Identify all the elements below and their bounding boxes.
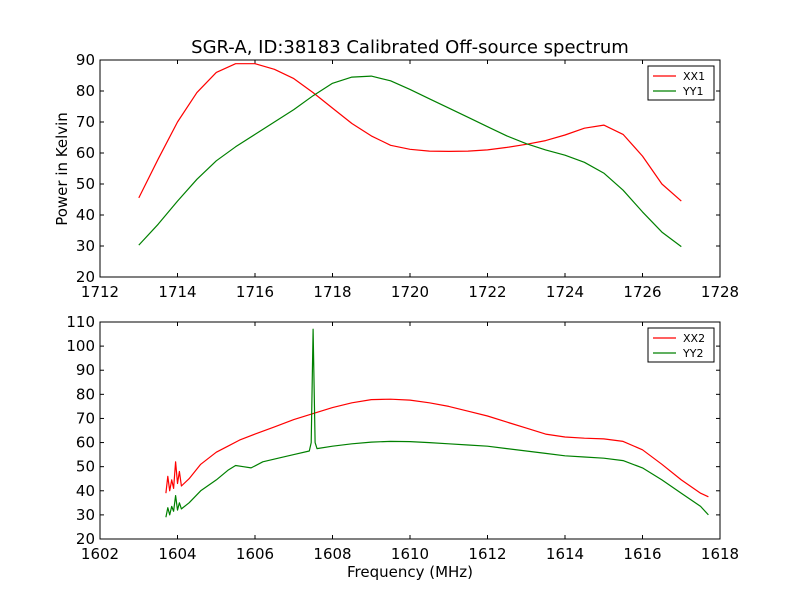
y-axis-label: Power in Kelvin	[53, 112, 71, 226]
bottom-subplot: 1602 1604 1606 1608 1610 1612 1614 1616 1618 20 30…	[66, 313, 739, 563]
y-tick-label: 90	[76, 51, 95, 69]
y-tick-label: 40	[76, 482, 95, 500]
x-tick-label: 1726	[623, 283, 661, 301]
y-tick-label: 60	[76, 144, 95, 162]
legend-label: XX2	[683, 332, 705, 345]
y-tick-label: 90	[76, 361, 95, 379]
series-line-xx1	[138, 63, 682, 202]
series-line-xx2	[165, 398, 709, 498]
y-tick-label: 20	[76, 530, 95, 548]
x-tick-label: 1714	[158, 283, 196, 301]
x-axis-label: Frequency (MHz)	[347, 563, 473, 581]
x-tick-label: 1728	[701, 283, 739, 301]
plot-frame	[99, 59, 721, 278]
y-tick-label: 50	[76, 458, 95, 476]
x-tick-label: 1614	[546, 545, 584, 563]
legend-box	[647, 65, 715, 101]
x-tick-label: 1618	[701, 545, 739, 563]
x-tick-label: 1718	[313, 283, 351, 301]
y-tick-label: 60	[76, 434, 95, 452]
y-tick-label: 30	[76, 237, 95, 255]
y-tick-label: 80	[76, 385, 95, 403]
legend-box	[647, 327, 715, 363]
x-tick-label: 1720	[391, 283, 429, 301]
y-tick-label: 100	[66, 337, 95, 355]
x-tick-label: 1716	[236, 283, 274, 301]
y-tick-label: 20	[76, 268, 95, 286]
series-line-yy2	[165, 328, 709, 518]
x-tick-label: 1606	[236, 545, 274, 563]
top-subplot: 1712 1714 1716 1718 1720 1722 1724 1726 1728 20 30…	[76, 51, 739, 301]
y-tick-label: 110	[66, 313, 95, 331]
x-tick-label: 1602	[81, 545, 119, 563]
x-tick-label: 1712	[81, 283, 119, 301]
x-tick-label: 1724	[546, 283, 584, 301]
x-tick-label: 1616	[623, 545, 661, 563]
legend-label: XX1	[683, 70, 705, 83]
x-tick-label: 1610	[391, 545, 429, 563]
x-tick-label: 1608	[313, 545, 351, 563]
figure-title: SGR-A, ID:38183 Calibrated Off-source sp…	[191, 37, 629, 58]
legend-label: YY1	[682, 85, 703, 98]
y-tick-label: 40	[76, 206, 95, 224]
x-tick-label: 1604	[158, 545, 196, 563]
series-line-yy1	[138, 75, 682, 248]
plot-frame	[99, 321, 721, 540]
y-tick-label: 70	[76, 113, 95, 131]
y-tick-label: 30	[76, 506, 95, 524]
x-tick-label: 1612	[468, 545, 506, 563]
x-tick-label: 1722	[468, 283, 506, 301]
y-tick-label: 50	[76, 175, 95, 193]
y-tick-label: 80	[76, 82, 95, 100]
legend-label: YY2	[682, 347, 703, 360]
y-tick-label: 70	[76, 409, 95, 427]
